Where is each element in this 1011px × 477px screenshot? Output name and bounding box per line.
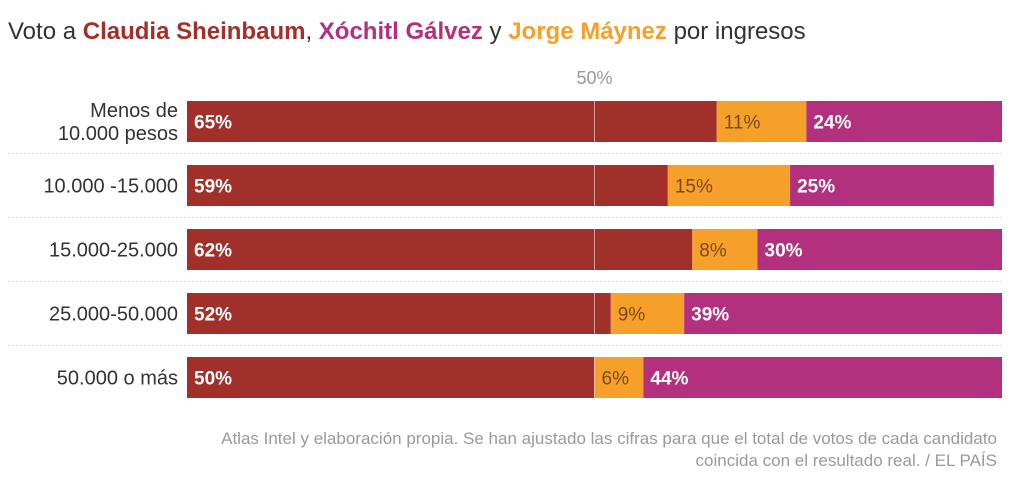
bar-segment [187,165,668,206]
bar-segment [757,229,1002,270]
data-label: 11% [724,113,761,134]
title-sep-1: , [305,18,319,45]
title-sep-2: y [482,18,509,45]
title-suffix: por ingresos [666,18,806,45]
data-label: 15% [675,177,713,198]
category-label: 10.000 pesos [58,123,178,145]
bar-segment [684,293,1002,334]
data-label: 9% [618,305,646,326]
bar-segment [716,101,807,142]
data-label: 6% [602,369,630,390]
category-label: 10.000 -15.000 [43,176,178,198]
source-line-2: coincida con el resultado real. / EL PAÍ… [695,451,997,470]
bar-segment [667,165,791,206]
bar-segment [610,293,685,334]
data-label: 25% [797,177,835,198]
data-label: 65% [194,113,232,134]
bar-segment [806,101,1002,142]
bar-segment [790,165,994,206]
data-label: 50% [194,369,232,390]
bar-segment [187,101,717,142]
bar-segment [187,357,595,398]
bar-segment [643,357,1002,398]
category-label: 25.000-50.000 [49,304,178,326]
data-label: 30% [765,241,803,262]
data-label: 44% [650,369,688,390]
title-name-sheinbaum: Claudia Sheinbaum [82,18,306,45]
source-line-1: Atlas Intel y elaboración propia. Se han… [221,429,997,448]
bar-segment [187,229,693,270]
data-label: 24% [813,113,851,134]
category-label: 50.000 o más [57,368,178,390]
source-note: Atlas Intel y elaboración propia. Se han… [17,428,997,472]
category-label: 15.000-25.000 [49,240,178,262]
bar-segment [594,357,644,398]
data-label: 52% [194,305,232,326]
title-prefix: Voto a [8,18,83,45]
title-name-maynez: Jorge Máynez [508,18,667,45]
data-label: 39% [691,305,729,326]
chart-title: Voto a Claudia Sheinbaum, Xóchitl Gálvez… [8,18,806,46]
reference-label: 50% [576,68,612,88]
bar-segment [187,293,611,334]
data-label: 8% [699,241,727,262]
title-name-galvez: Xóchitl Gálvez [318,18,483,45]
bar-segment [692,229,758,270]
category-label: Menos de [90,100,178,122]
data-label: 59% [194,177,232,198]
data-label: 62% [194,241,232,262]
